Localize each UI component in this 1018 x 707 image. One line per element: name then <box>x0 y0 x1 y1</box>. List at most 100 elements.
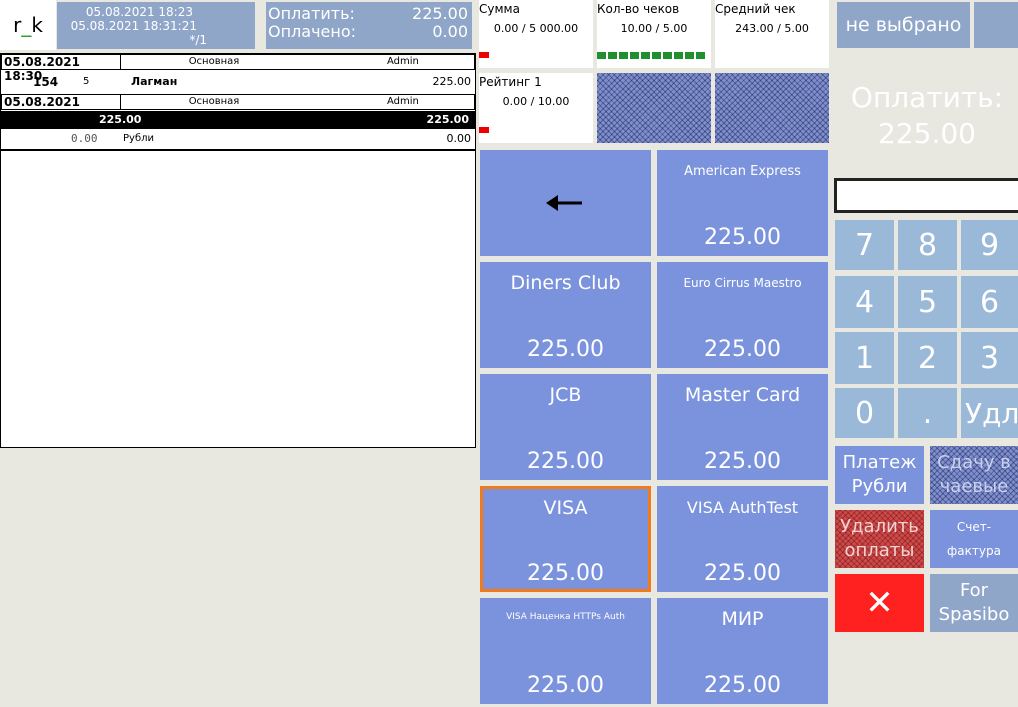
receipt-item-row[interactable]: 154 5 Лагман 225.00 <box>1 74 475 90</box>
payment-card-mir[interactable]: МИР 225.00 <box>657 598 828 704</box>
current-date: 05.08.2021 18:31:21 <box>70 19 197 33</box>
payment-card-visa-https[interactable]: VISA Наценка HTTPs Auth 225.00 <box>480 598 651 704</box>
currency-value: 0.00 <box>446 132 472 145</box>
metric-value: 0.00 / 5 000.00 <box>493 22 579 35</box>
payment-card-mastercard[interactable]: Master Card 225.00 <box>657 374 828 480</box>
user-prefix: r <box>13 13 22 37</box>
card-name: Euro Cirrus Maestro <box>683 276 802 290</box>
card-amount: 225.00 <box>704 225 781 250</box>
guest-counter: */1 <box>189 33 207 47</box>
currency-name: Рубли <box>123 133 155 144</box>
payment-hall: Основная <box>188 96 240 107</box>
extra-button[interactable] <box>974 2 1018 48</box>
user-badge: r _ k <box>0 0 56 50</box>
empty-metric-slot <box>715 73 829 143</box>
card-name: VISA <box>543 497 588 519</box>
card-amount: 225.00 <box>527 561 604 586</box>
close-icon: ✕ <box>865 583 894 623</box>
key-2[interactable]: 2 <box>898 332 957 384</box>
currency-row[interactable]: 0.00 Рубли 0.00 <box>1 131 475 151</box>
metric-sum: Сумма 0.00 / 5 000.00 <box>479 0 593 68</box>
card-amount: 225.00 <box>704 561 781 586</box>
pay-rubles-button[interactable]: Платеж Рубли <box>835 446 924 504</box>
metric-value: 10.00 / 5.00 <box>620 22 688 35</box>
key-5[interactable]: 5 <box>898 276 957 328</box>
payment-card-visa-authtest[interactable]: VISA AuthTest 225.00 <box>657 486 828 592</box>
arrow-left-icon <box>546 195 582 211</box>
metric-avg-check: Средний чек 243.00 / 5.00 <box>715 0 829 68</box>
card-name: МИР <box>721 608 764 630</box>
metric-name: Средний чек <box>715 2 796 16</box>
metric-value: 0.00 / 10.00 <box>502 95 570 108</box>
card-amount: 225.00 <box>704 337 781 362</box>
metric-name: Рейтинг 1 <box>479 75 542 89</box>
user-suffix: k <box>31 13 43 37</box>
key-1[interactable]: 1 <box>835 332 894 384</box>
to-pay-label: Оплатить: <box>268 4 355 23</box>
metric-indicator <box>479 127 489 133</box>
metric-indicator <box>479 52 489 58</box>
receipt-hall: Основная <box>188 56 240 67</box>
key-delete[interactable]: Удл <box>961 388 1018 438</box>
back-button[interactable] <box>480 150 651 256</box>
key-3[interactable]: 3 <box>961 332 1018 384</box>
item-price: 225.00 <box>432 75 472 88</box>
amount-due: Оплатить: 225.00 <box>836 80 1018 160</box>
metric-value: 243.00 / 5.00 <box>735 22 809 35</box>
receipt-header-payment: 05.08.2021 18:30 Основная Admin <box>1 94 475 123</box>
key-7[interactable]: 7 <box>835 220 894 270</box>
card-amount: 225.00 <box>704 673 781 698</box>
key-9[interactable]: 9 <box>961 220 1018 270</box>
amount-due-value: 225.00 <box>878 117 976 150</box>
card-name: Diners Club <box>510 272 621 294</box>
receipt-datetime: 05.08.2021 18:30 <box>2 55 121 83</box>
cancel-button[interactable]: ✕ <box>835 574 924 632</box>
payment-card-visa[interactable]: VISA 225.00 <box>480 486 651 592</box>
receipt-panel[interactable]: 05.08.2021 18:30 Основная Admin 154 5 Ла… <box>0 53 476 448</box>
payment-card-diners[interactable]: Diners Club 225.00 <box>480 262 651 368</box>
card-name: VISA Наценка HTTPs Auth <box>506 612 625 622</box>
card-amount: 225.00 <box>527 673 604 698</box>
spasibo-button[interactable]: For Spasibo <box>930 574 1018 632</box>
delete-payments-button[interactable]: Удалить оплаты <box>835 510 924 568</box>
payment-summary: Оплатить: 225.00 Оплачено: 0.00 <box>266 2 472 49</box>
change-to-tips-button[interactable]: Сдачу в чаевые <box>930 446 1018 504</box>
card-name: VISA AuthTest <box>686 498 799 517</box>
card-name: JCB <box>549 384 582 406</box>
key-4[interactable]: 4 <box>835 276 894 328</box>
receipt-user: Admin <box>387 56 419 67</box>
card-name: American Express <box>684 164 801 179</box>
selected-total: 225.00 <box>426 113 469 126</box>
item-name: Лагман <box>131 75 178 88</box>
item-code: 154 <box>33 75 59 89</box>
to-pay-value: 225.00 <box>412 4 468 23</box>
selected-amount: 225.00 <box>99 113 142 126</box>
card-amount: 225.00 <box>704 449 781 474</box>
amount-due-label: Оплатить: <box>850 81 1004 114</box>
key-dot[interactable]: . <box>898 388 957 438</box>
order-dates: 05.08.2021 18:23 05.08.2021 18:31:21 */1 <box>57 2 255 49</box>
receipt-header: 05.08.2021 18:30 Основная Admin <box>1 54 475 83</box>
paid-value: 0.00 <box>432 22 468 41</box>
amount-input[interactable] <box>834 178 1018 213</box>
payment-card-maestro[interactable]: Euro Cirrus Maestro 225.00 <box>657 262 828 368</box>
key-8[interactable]: 8 <box>898 220 957 270</box>
payment-card-jcb[interactable]: JCB 225.00 <box>480 374 651 480</box>
card-name: Master Card <box>684 384 801 406</box>
metric-checks: Кол-во чеков 10.00 / 5.00 <box>597 0 711 68</box>
metric-rating: Рейтинг 1 0.00 / 10.00 <box>479 73 593 143</box>
metric-name: Кол-во чеков <box>597 2 680 16</box>
empty-metric-slot <box>597 73 711 143</box>
open-date: 05.08.2021 18:23 <box>85 5 193 19</box>
key-0[interactable]: 0 <box>835 388 894 438</box>
invoice-button[interactable]: Счет-фактура <box>930 510 1018 568</box>
customer-select-button[interactable]: не выбрано <box>837 2 970 48</box>
key-6[interactable]: 6 <box>961 276 1018 328</box>
currency-amount: 0.00 <box>71 132 98 145</box>
user-sep: _ <box>21 13 32 37</box>
payment-user: Admin <box>387 96 419 107</box>
payment-card-amex[interactable]: American Express 225.00 <box>657 150 828 256</box>
paid-label: Оплачено: <box>268 22 357 41</box>
selected-payment-row[interactable]: 225.00 225.00 <box>1 111 475 129</box>
metric-name: Сумма <box>479 2 520 16</box>
